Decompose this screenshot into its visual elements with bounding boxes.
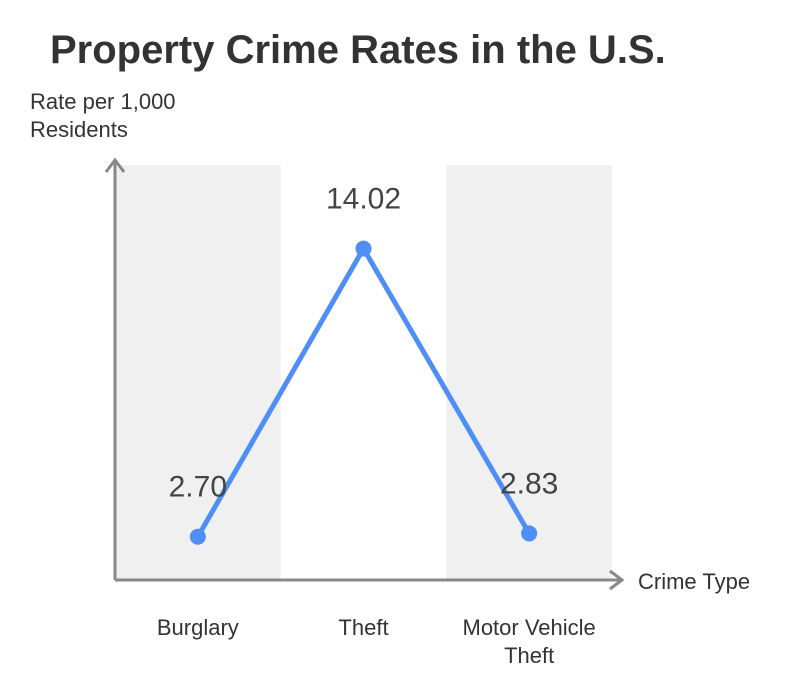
category-band bbox=[115, 165, 281, 580]
x-tick-label: Motor Vehicle Theft bbox=[462, 615, 596, 668]
data-point bbox=[521, 525, 538, 542]
y-axis bbox=[104, 157, 126, 580]
x-tick-label: Burglary bbox=[156, 615, 239, 640]
y-axis-label: Rate per 1,000 Residents bbox=[30, 89, 176, 142]
data-point bbox=[189, 528, 206, 545]
x-axis-label: Crime Type bbox=[638, 569, 751, 594]
x-tick-label: Theft bbox=[338, 615, 389, 640]
value-label: 2.70 bbox=[169, 471, 227, 504]
category-band bbox=[446, 165, 612, 580]
data-point bbox=[355, 240, 372, 257]
value-label: 2.83 bbox=[500, 467, 558, 500]
value-label: 14.02 bbox=[326, 183, 401, 216]
chart-title: Property Crime Rates in the U.S. bbox=[50, 28, 666, 72]
x-axis bbox=[115, 569, 625, 591]
